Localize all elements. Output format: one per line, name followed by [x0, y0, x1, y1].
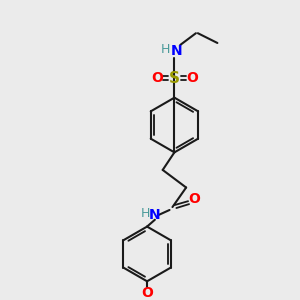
Text: S: S — [169, 70, 180, 86]
Text: H: H — [161, 43, 170, 56]
Text: O: O — [151, 71, 163, 85]
Text: O: O — [186, 71, 198, 85]
Text: H: H — [140, 207, 150, 220]
Text: O: O — [141, 286, 153, 300]
Text: O: O — [188, 192, 200, 206]
Text: N: N — [149, 208, 161, 222]
Text: N: N — [171, 44, 182, 58]
